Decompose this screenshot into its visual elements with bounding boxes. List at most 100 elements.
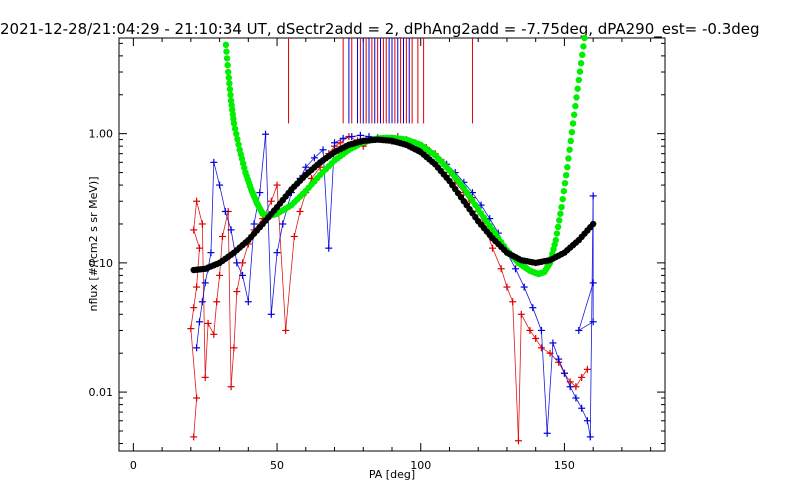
- red-data-point: [198, 220, 206, 228]
- red-data-point: [296, 207, 304, 215]
- y-tick-label: 1.00: [89, 128, 114, 141]
- red-series-segment: [285, 236, 295, 331]
- blue-series-segment: [322, 149, 330, 249]
- blue-series-segment: [463, 182, 473, 193]
- blue-data-point: [356, 131, 364, 139]
- red-data-point: [230, 344, 238, 352]
- green-curve-dot: [233, 130, 240, 138]
- blue-series-segment: [196, 321, 200, 348]
- x-tick-label: 0: [130, 459, 137, 472]
- axis-ticks: 0 50 100 150 0.01 0.10 1.00: [89, 38, 665, 472]
- red-series-segment: [219, 236, 223, 276]
- red-data-point: [204, 319, 212, 327]
- red-data-point: [290, 233, 298, 241]
- red-series-segment: [492, 247, 502, 269]
- blue-data-point: [216, 181, 224, 189]
- red-series-segment: [233, 291, 238, 348]
- blue-data-point: [583, 417, 591, 425]
- blue-data-point: [239, 271, 247, 279]
- green-curve-dot: [568, 128, 576, 136]
- y-tick-label: 0.01: [89, 386, 114, 399]
- data-series: [187, 34, 597, 445]
- green-curve-dot: [234, 136, 241, 143]
- red-data-point: [578, 373, 586, 381]
- chart-title: 2021-12-28/21:04:29 - 21:10:34 UT, dSect…: [0, 20, 760, 39]
- red-series-segment: [569, 381, 577, 388]
- red-data-point: [227, 383, 235, 391]
- green-curve-dot: [559, 195, 566, 203]
- blue-data-point: [233, 259, 241, 267]
- green-curve-dot: [230, 120, 238, 127]
- red-series-segment: [581, 369, 588, 378]
- x-tick-label: 150: [554, 459, 575, 472]
- red-series-segment: [520, 314, 531, 331]
- red-series-segment: [193, 201, 197, 230]
- blue-data-point: [227, 226, 235, 234]
- y-axis-label: nflux [#/(cm2 s sr MeV)]: [87, 177, 100, 312]
- red-series-segment: [549, 352, 559, 363]
- blue-data-point: [477, 201, 485, 209]
- red-data-point: [201, 373, 209, 381]
- x-tick-label: 100: [410, 459, 431, 472]
- green-curve-dot: [579, 51, 586, 59]
- green-curve-dot: [235, 141, 242, 148]
- green-curve-dot: [569, 120, 577, 127]
- green-curve-dot: [576, 68, 584, 75]
- red-series-segment: [506, 286, 514, 302]
- blue-series-segment: [489, 218, 499, 234]
- blue-data-point: [348, 133, 356, 141]
- green-curve-dot: [231, 125, 239, 132]
- red-series-segment: [242, 243, 249, 263]
- blue-series-segment: [454, 172, 465, 183]
- red-data-point: [526, 326, 534, 334]
- red-data-point: [489, 244, 497, 252]
- green-curve-dot: [561, 179, 569, 187]
- x-axis-label: PA [deg]: [369, 468, 415, 481]
- red-series-segment: [196, 201, 203, 225]
- red-data-point: [532, 334, 540, 342]
- blue-data-point: [279, 220, 287, 228]
- blue-data-point: [566, 383, 574, 391]
- blue-series-segment: [265, 134, 272, 315]
- red-series-segment: [541, 347, 551, 354]
- red-data-point: [273, 181, 281, 189]
- red-data-point: [267, 197, 275, 205]
- green-curve-dot: [556, 217, 563, 224]
- blue-series-segment: [242, 275, 249, 302]
- red-series-segment: [311, 166, 321, 179]
- red-series-segment: [529, 330, 537, 339]
- red-data-point: [190, 226, 198, 234]
- blue-data-point: [302, 163, 310, 171]
- blue-data-point: [578, 404, 586, 412]
- blue-data-point: [201, 279, 209, 287]
- green-curve-dot: [562, 171, 570, 179]
- blue-data-point: [331, 139, 339, 147]
- red-data-point: [517, 310, 525, 318]
- blue-data-point: [319, 146, 327, 154]
- blue-data-point: [555, 355, 563, 363]
- blue-data-point: [537, 326, 545, 334]
- red-data-point: [193, 283, 201, 291]
- red-data-point: [190, 433, 198, 441]
- blue-series-segment: [532, 307, 542, 331]
- blue-series-segment: [305, 157, 315, 168]
- red-data-point: [193, 394, 201, 402]
- red-series-segment: [512, 301, 519, 441]
- green-curve-dot: [580, 43, 587, 50]
- blue-data-point: [310, 154, 318, 162]
- green-curve-dot: [560, 187, 568, 195]
- red-series-segment: [227, 211, 232, 387]
- red-data-point: [210, 330, 218, 338]
- blue-data-point: [250, 220, 258, 228]
- blue-data-point: [560, 369, 568, 377]
- red-series-segment: [193, 229, 200, 249]
- red-series-segment: [270, 184, 278, 202]
- blue-series-segment: [213, 162, 220, 186]
- green-curve-dot: [223, 55, 231, 62]
- blue-data-point: [589, 318, 597, 326]
- blue-series-segment: [541, 330, 548, 434]
- blue-data-point: [543, 429, 551, 437]
- red-series-segment: [454, 182, 465, 193]
- red-data-point: [190, 304, 198, 312]
- blue-series-segment: [219, 184, 226, 212]
